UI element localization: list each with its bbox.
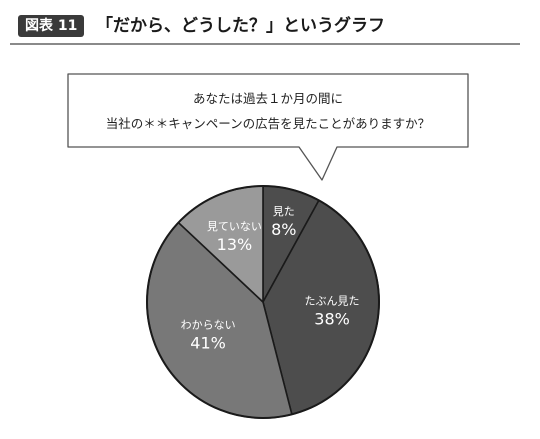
- question-line-1: あなたは過去１か月の間に: [193, 91, 343, 106]
- slice-value-label: 13%: [217, 235, 253, 254]
- pie-slices: [146, 185, 380, 419]
- slice-label: 見た: [273, 205, 295, 218]
- pie-labels: 見た 8% たぶん見た 38% わからない 41% 見ていない 13%: [181, 205, 360, 352]
- pie-outline: [146, 185, 380, 419]
- slice-label: わからない: [181, 318, 236, 331]
- question-line-2: 当社の＊＊キャンペーンの広告を見たことがありますか？: [106, 116, 430, 131]
- slice-label: たぶん見た: [305, 295, 360, 308]
- speech-bubble-shape: [67, 73, 469, 181]
- question-bubble: あなたは過去１か月の間に 当社の＊＊キャンペーンの広告を見たことがありますか？: [67, 73, 469, 181]
- slice-value-label: 41%: [190, 333, 226, 352]
- slice-value-label: 8%: [271, 220, 296, 239]
- slice-value-label: 38%: [314, 310, 350, 329]
- figure-header: 図表 11 「だから、どうした？」というグラフ: [10, 10, 530, 42]
- header-rule: [10, 43, 520, 45]
- slice-label: 見ていない: [207, 220, 262, 233]
- figure-badge: 図表 11: [18, 15, 85, 37]
- figure-title: 「だから、どうした？」というグラフ: [96, 16, 385, 36]
